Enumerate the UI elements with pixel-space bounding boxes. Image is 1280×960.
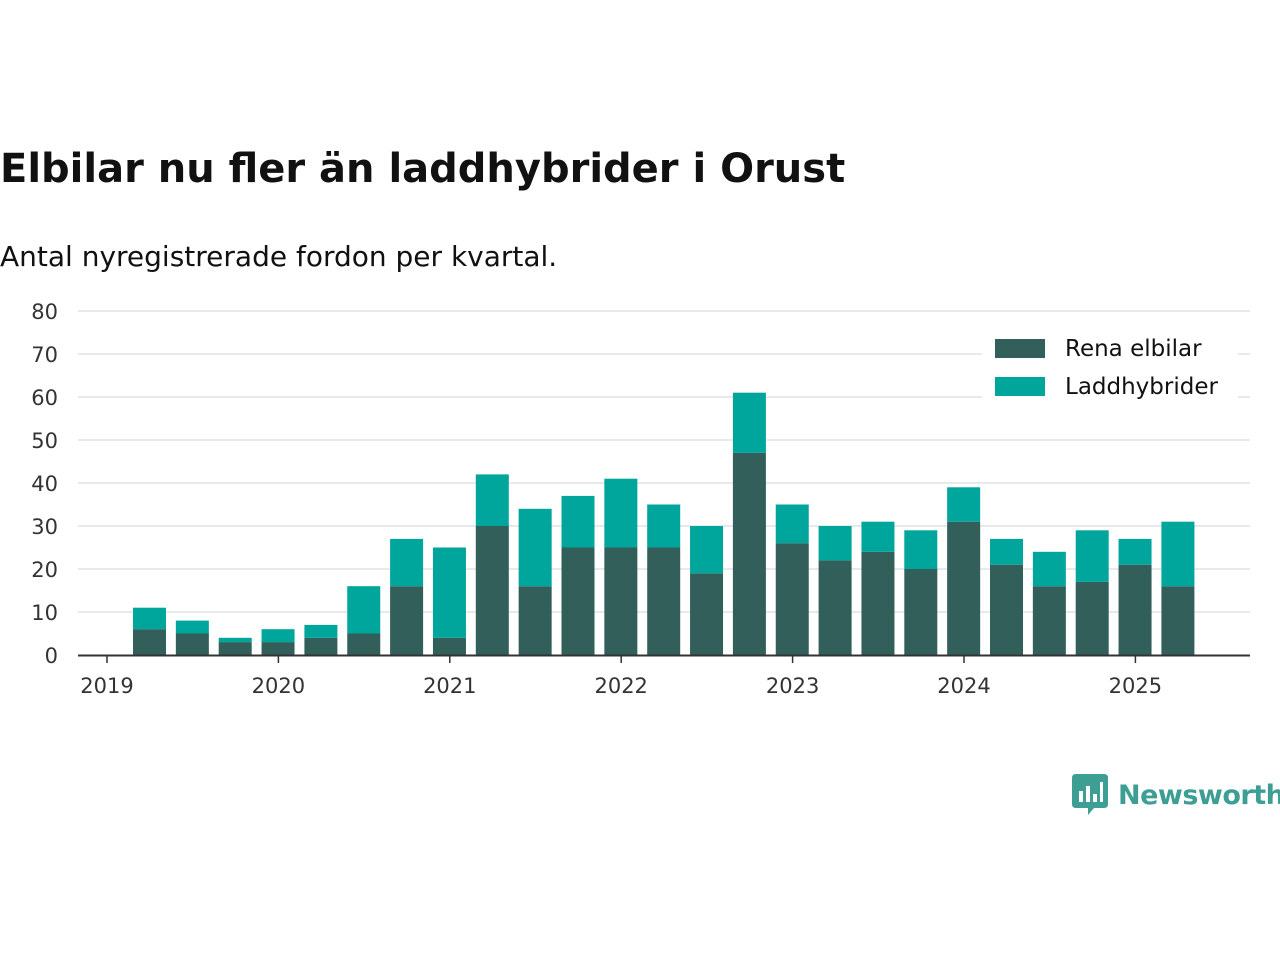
bar-rena-elbilar [261, 642, 295, 655]
bar-rena-elbilar [432, 637, 466, 655]
bar-laddhybrider [947, 487, 981, 522]
bar-rena-elbilar [218, 642, 252, 655]
bar-laddhybrider [818, 526, 852, 561]
bar-rena-elbilar [133, 629, 166, 655]
legend-label: Rena elbilar [1065, 336, 1202, 362]
y-tick-label: 80 [31, 300, 58, 324]
bar-laddhybrider [518, 508, 552, 587]
bar-laddhybrider [218, 637, 252, 643]
bar-rena-elbilar [518, 586, 552, 655]
bar-laddhybrider [475, 474, 509, 526]
bar-rena-elbilar [904, 569, 938, 655]
y-tick-label: 20 [31, 558, 58, 582]
bar-rena-elbilar [690, 573, 724, 655]
y-axis-ticks: 0 10 20 30 40 50 60 70 80 [31, 300, 58, 668]
legend-swatch [995, 377, 1045, 396]
bar-rena-elbilar [861, 551, 895, 655]
bar-rena-elbilar [775, 543, 809, 655]
bar-laddhybrider [1075, 530, 1109, 582]
y-tick-label: 40 [31, 472, 58, 496]
x-tick-label: 2019 [80, 674, 133, 698]
bar-rena-elbilar [390, 586, 424, 655]
bar-laddhybrider [690, 526, 724, 574]
y-tick-label: 50 [31, 429, 58, 453]
bar-laddhybrider [904, 530, 938, 569]
bar-rena-elbilar [732, 452, 766, 655]
bar-rena-elbilar [1032, 586, 1066, 655]
chart-title: Elbilar nu fler än laddhybrider i Orust [0, 146, 846, 192]
x-tick-label: 2022 [594, 674, 647, 698]
bar-laddhybrider [1161, 521, 1195, 587]
bar-laddhybrider [647, 504, 681, 548]
bar-laddhybrider [990, 538, 1023, 565]
bar-rena-elbilar [990, 564, 1023, 655]
legend-label: Laddhybrider [1065, 374, 1218, 400]
x-tick-label: 2024 [937, 674, 990, 698]
y-tick-label: 60 [31, 386, 58, 410]
bar-laddhybrider [604, 478, 638, 548]
bar-rena-elbilar [1161, 586, 1195, 655]
y-tick-label: 10 [31, 601, 58, 625]
x-tick-label: 2023 [766, 674, 819, 698]
bar-laddhybrider [390, 538, 424, 587]
bar-laddhybrider [775, 504, 809, 544]
bars [133, 392, 1195, 655]
chart-subtitle: Antal nyregistrerade fordon per kvartal. [0, 240, 558, 273]
y-tick-label: 0 [45, 644, 58, 668]
bar-laddhybrider [1032, 551, 1066, 587]
bar-rena-elbilar [818, 560, 852, 655]
x-tick-label: 2025 [1109, 674, 1162, 698]
bar-laddhybrider [175, 620, 209, 634]
bar-rena-elbilar [647, 547, 681, 655]
bar-rena-elbilar [1118, 564, 1152, 655]
bar-laddhybrider [347, 586, 381, 634]
x-axis: 2019 2020 2021 2022 2023 2024 2025 [78, 654, 1250, 698]
bar-rena-elbilar [475, 526, 509, 655]
y-tick-label: 70 [31, 343, 58, 367]
brand-name: Newsworthy [1118, 779, 1280, 811]
bar-laddhybrider [732, 392, 766, 453]
bar-laddhybrider [432, 547, 466, 638]
bar-laddhybrider [304, 624, 338, 638]
bar-rena-elbilar [1075, 581, 1109, 655]
bar-chart-speech-icon [1072, 774, 1108, 815]
legend-swatch [995, 339, 1045, 358]
bar-rena-elbilar [947, 521, 981, 655]
x-tick-label: 2021 [423, 674, 476, 698]
bar-laddhybrider [861, 521, 895, 552]
bar-rena-elbilar [561, 547, 595, 655]
bar-laddhybrider [133, 607, 166, 630]
bar-rena-elbilar [347, 633, 381, 655]
bar-laddhybrider [261, 629, 295, 643]
bar-laddhybrider [561, 495, 595, 548]
bar-rena-elbilar [304, 637, 338, 655]
bar-laddhybrider [1118, 538, 1152, 565]
bar-rena-elbilar [604, 547, 638, 655]
x-tick-label: 2020 [252, 674, 305, 698]
newsworthy-logo: Newsworthy [1072, 774, 1280, 816]
legend: Rena elbilar Laddhybrider [982, 326, 1238, 402]
y-tick-label: 30 [31, 515, 58, 539]
bar-rena-elbilar [175, 633, 209, 655]
